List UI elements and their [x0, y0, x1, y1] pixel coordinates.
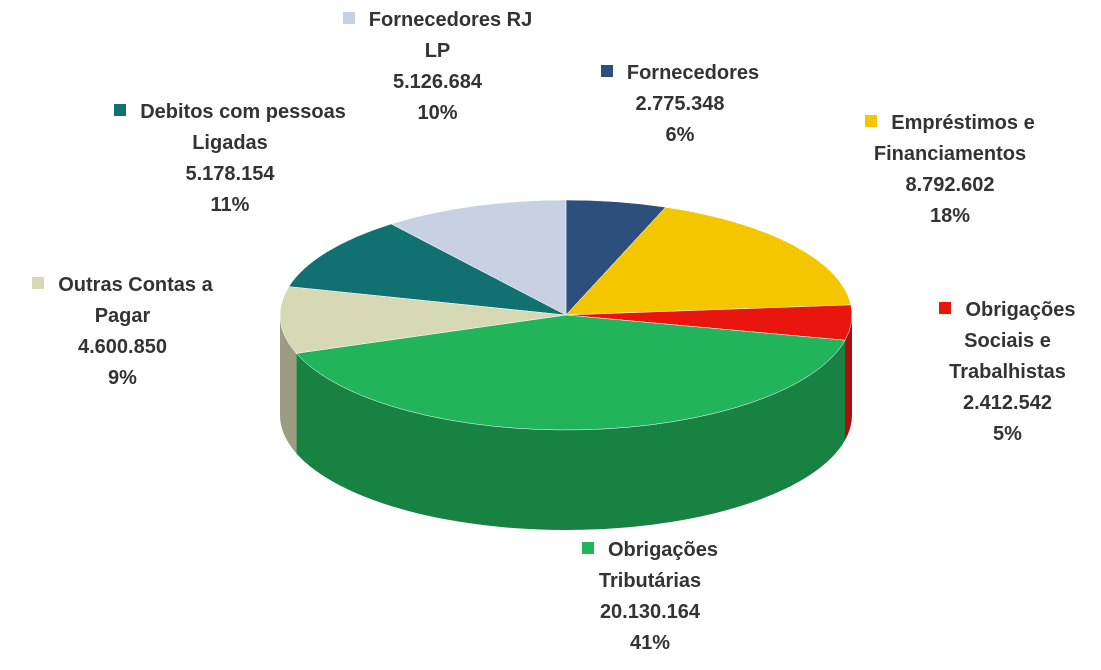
percent-label: 6% [665, 124, 695, 146]
legend-swatch [581, 542, 594, 554]
label-name: Debitos com pessoas Ligadas [105, 97, 355, 159]
data-label: Debitos com pessoas Ligadas 5.178.154 11% [105, 97, 355, 221]
pie-slice [565, 206, 852, 316]
data-label: Obrigações Sociais e Trabalhistas 2.412.5… [925, 295, 1090, 450]
label-name: Outras Contas a Pagar [5, 270, 240, 332]
legend-swatch [939, 302, 952, 314]
value-label: 4.600.850 [78, 336, 167, 358]
value-label: 5.126.684 [393, 71, 482, 93]
category-name: Fornecedores [626, 62, 760, 84]
category-name: Fornecedores RJ LP [368, 9, 533, 62]
value-label: 8.792.602 [905, 174, 995, 196]
percent-label: 5% [993, 423, 1022, 445]
category-name: Obrigações Tributárias [598, 539, 719, 592]
percent-label: 11% [210, 194, 250, 216]
percent-label: 10% [417, 102, 458, 124]
legend-swatch [865, 115, 878, 127]
data-label: Outras Contas a Pagar 4.600.850 9% [5, 270, 240, 394]
label-name: Empréstimos e Financiamentos [840, 108, 1060, 170]
data-label: Fornecedores 2.775.348 6% [560, 58, 800, 151]
label-name: Fornecedores [560, 58, 800, 89]
percent-label: 9% [108, 367, 137, 389]
percent-label: 18% [929, 205, 971, 227]
value-label: 2.412.542 [963, 392, 1052, 414]
label-name: Obrigações Sociais e Trabalhistas [925, 295, 1090, 388]
data-label: Obrigações Tributárias 20.130.164 41% [545, 535, 755, 659]
pie-slice-side [296, 340, 846, 530]
category-name: Debitos com pessoas Ligadas [140, 101, 346, 154]
legend-swatch [342, 12, 355, 24]
data-label: Fornecedores RJ LP 5.126.684 10% [330, 5, 545, 129]
category-name: Empréstimos e Financiamentos [873, 112, 1035, 165]
category-name: Outras Contas a Pagar [58, 274, 213, 327]
value-label: 2.775.348 [635, 93, 725, 115]
percent-label: 41% [629, 632, 671, 654]
label-name: Fornecedores RJ LP [330, 5, 545, 67]
value-label: 5.178.154 [185, 163, 275, 185]
pie-slice-side [280, 315, 297, 454]
legend-swatch [32, 277, 45, 289]
legend-swatch [600, 65, 613, 77]
data-label: Empréstimos e Financiamentos 8.792.602 18% [840, 108, 1060, 232]
pie-slice [279, 286, 567, 354]
pie-slice [288, 223, 567, 316]
value-label: 20.130.164 [599, 601, 701, 623]
category-name: Obrigações Sociais e Trabalhistas [949, 299, 1076, 383]
pie-slice-side [845, 315, 852, 441]
pie-slice [390, 199, 567, 316]
legend-swatch [114, 104, 127, 116]
pie-slice [295, 314, 846, 431]
label-name: Obrigações Tributárias [545, 535, 755, 597]
